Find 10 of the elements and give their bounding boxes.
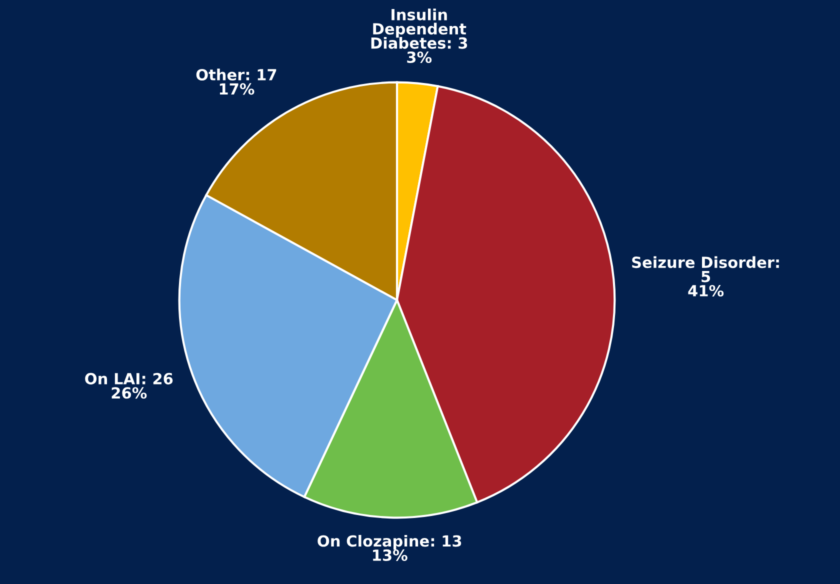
data-label: 17% [220,83,254,95]
slice-label: On Clozapine: 13 [318,534,462,550]
slice-label: Insulin Dependent Diabetes: 3 [371,8,468,49]
slice-label: Seizure Disorder: 5 [632,256,779,282]
data-label: 26% [112,387,147,399]
slice-label: On LAI: 26 [85,372,173,384]
data-label: 3% [407,51,432,64]
data-label: 41% [688,284,724,297]
slice-label: Other: 17 [196,68,276,81]
data-label: 13% [373,549,408,561]
